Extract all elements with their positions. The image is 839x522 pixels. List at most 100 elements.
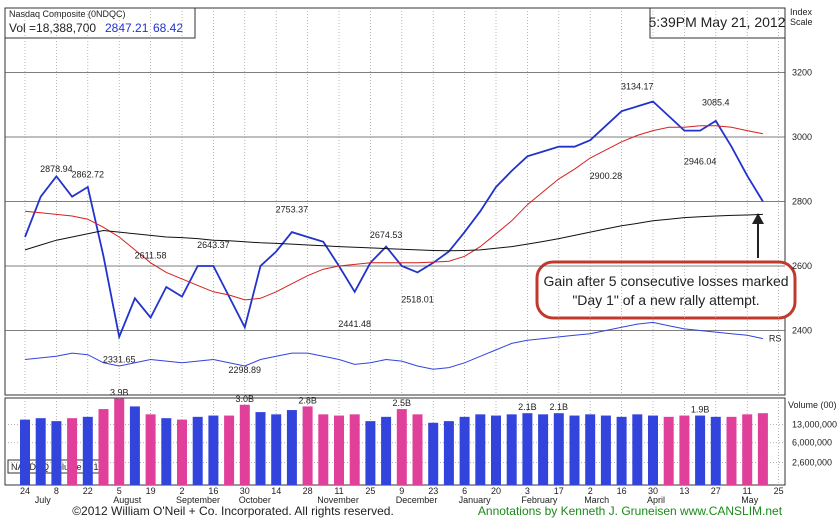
volume-text: Vol =18,388,700: [9, 21, 96, 35]
series-line: [24, 213, 763, 252]
x-tick-label: 2: [179, 486, 184, 496]
month-label: February: [521, 495, 558, 505]
header-box: [4, 7, 196, 39]
volume-bar: [412, 414, 423, 485]
volume-bar: [569, 415, 580, 485]
y-tick-label: 3200: [792, 68, 812, 78]
volume-bar: [585, 414, 596, 485]
volume-bar: [192, 416, 203, 485]
volume-label: 2.1B: [518, 402, 537, 412]
x-tick-label: 19: [146, 486, 156, 496]
month-label: November: [317, 495, 359, 505]
volume-bar: [538, 414, 549, 485]
volume-bar: [506, 414, 517, 485]
time-box: [649, 7, 786, 39]
y-tick-label: 6,000,000: [792, 438, 832, 448]
pivot-label: 2753.37: [276, 205, 309, 215]
arrow-head: [752, 213, 764, 224]
x-tick-label: 11: [334, 486, 343, 496]
volume-bar: [349, 414, 360, 485]
pivot-label: 2331.65: [103, 355, 136, 365]
x-tick-label: 25: [365, 486, 375, 496]
volume-bar: [365, 421, 376, 485]
close-text: 2847.21: [105, 21, 149, 35]
month-label: January: [459, 495, 492, 505]
callout-text: "Day 1" of a new rally attempt.: [572, 292, 759, 308]
month-label: October: [239, 495, 271, 505]
volume-bar: [428, 422, 439, 485]
x-tick-label: 20: [491, 486, 501, 496]
volume-label: Volume (00): [788, 400, 837, 410]
month-label: August: [113, 495, 142, 505]
y-tick-label: 13,000,000: [792, 420, 837, 430]
volume-label: 3.0B: [236, 394, 255, 404]
timestamp: 5:39PM May 21, 2012: [649, 14, 786, 30]
pivot-label: 3085.4: [702, 97, 730, 107]
x-tick-label: 14: [271, 486, 281, 496]
pivot-label: 2611.58: [135, 250, 167, 260]
series-line: [24, 321, 764, 370]
volume-bar: [145, 414, 156, 485]
volume-bar: [522, 413, 533, 485]
pivot-label: 2946.04: [684, 156, 717, 166]
volume-label: 3.9B: [110, 388, 129, 398]
volume-bar: [648, 415, 658, 485]
volume-bar: [51, 421, 62, 485]
x-tick-label: 24: [20, 486, 30, 496]
volume-bar: [475, 414, 486, 485]
x-tick-label: 6: [462, 486, 467, 496]
volume-bar: [726, 416, 737, 485]
volume-bar: [161, 418, 172, 485]
x-tick-label: 27: [711, 486, 721, 496]
volume-bar: [271, 414, 282, 485]
volume-bar: [255, 412, 266, 485]
x-tick-label: 8: [54, 486, 59, 496]
volume-bar: [208, 415, 219, 485]
x-tick-label: 16: [208, 486, 218, 496]
volume-bar: [20, 419, 30, 485]
x-tick-label: 11: [743, 486, 752, 496]
x-tick-label: 30: [648, 486, 658, 496]
x-tick-label: 23: [428, 486, 438, 496]
x-tick-label: 16: [617, 486, 627, 496]
chart-title: Nasdaq Composite (0NDQC): [9, 9, 126, 19]
copyright: ©2012 William O'Neil + Co. Incorporated.…: [72, 504, 394, 518]
volume-bar: [616, 416, 627, 485]
pivot-label: 2298.89: [229, 365, 262, 375]
volume-bar: [443, 421, 454, 485]
volume-bar: [129, 406, 140, 485]
x-tick-label: 5: [117, 486, 122, 496]
volume-bar: [114, 398, 125, 485]
volume-bar: [286, 410, 297, 485]
month-label: April: [647, 495, 665, 505]
y-label: Index: [790, 7, 813, 17]
pivot-label: 2862.72: [72, 169, 105, 179]
month-label: July: [35, 495, 52, 505]
x-tick-label: 28: [303, 486, 313, 496]
volume-label: 2.1B: [550, 402, 569, 412]
volume-bar: [695, 415, 706, 485]
volume-bar: [459, 416, 470, 485]
volume-bar: [663, 416, 674, 485]
volume-bar: [239, 404, 250, 485]
volume-bar: [98, 409, 109, 485]
y-tick-label: 3000: [792, 132, 812, 142]
volume-bar: [334, 415, 344, 485]
volume-bar: [742, 414, 753, 485]
x-tick-label: 3: [525, 486, 530, 496]
month-label: December: [396, 495, 438, 505]
volume-bar: [318, 414, 329, 485]
series-line: [24, 100, 764, 341]
callout-text: Gain after 5 consecutive losses marked: [543, 273, 788, 289]
volume-bar: [757, 413, 768, 485]
volume-bar: [710, 416, 721, 485]
series-line: [24, 125, 763, 301]
volume-bar: [396, 409, 407, 485]
volume-bar: [177, 419, 187, 485]
y-label: Scale: [790, 17, 813, 27]
volume-label: 1.9B: [691, 405, 710, 415]
x-tick-label: 22: [83, 486, 93, 496]
volume-bar: [67, 418, 78, 485]
pivot-label: 2900.28: [590, 171, 623, 181]
volume-bar: [632, 414, 643, 485]
